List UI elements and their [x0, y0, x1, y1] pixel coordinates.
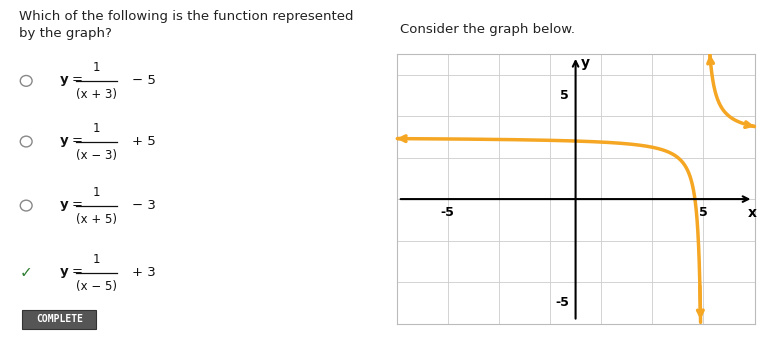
Text: 5: 5: [699, 206, 708, 219]
Text: $\mathbf{y}$ =: $\mathbf{y}$ =: [59, 74, 84, 88]
Text: $\mathbf{y}$ =: $\mathbf{y}$ =: [59, 134, 84, 149]
Text: (x + 3): (x + 3): [76, 88, 117, 101]
Text: 1: 1: [92, 253, 100, 266]
Text: 1: 1: [92, 61, 100, 74]
Text: -5: -5: [440, 206, 454, 219]
Text: Consider the graph below.: Consider the graph below.: [400, 23, 575, 36]
Text: -5: -5: [555, 296, 569, 309]
Text: − 3: − 3: [132, 199, 156, 212]
Text: y: y: [581, 56, 590, 70]
Text: 5: 5: [561, 89, 569, 102]
Text: 1: 1: [92, 186, 100, 198]
Text: + 5: + 5: [132, 135, 156, 148]
FancyBboxPatch shape: [22, 310, 96, 329]
Text: − 5: − 5: [132, 74, 156, 87]
Text: ✓: ✓: [20, 266, 32, 280]
Text: Which of the following is the function represented
by the graph?: Which of the following is the function r…: [18, 10, 353, 40]
Text: (x + 5): (x + 5): [76, 213, 117, 225]
Text: $\mathbf{y}$ =: $\mathbf{y}$ =: [59, 198, 84, 213]
Text: + 3: + 3: [132, 267, 156, 279]
Text: $\mathbf{y}$ =: $\mathbf{y}$ =: [59, 266, 84, 280]
Text: COMPLETE: COMPLETE: [36, 314, 83, 325]
Text: 1: 1: [92, 122, 100, 134]
Text: (x − 3): (x − 3): [76, 149, 117, 161]
Text: x: x: [748, 206, 757, 220]
Text: (x − 5): (x − 5): [76, 280, 117, 293]
